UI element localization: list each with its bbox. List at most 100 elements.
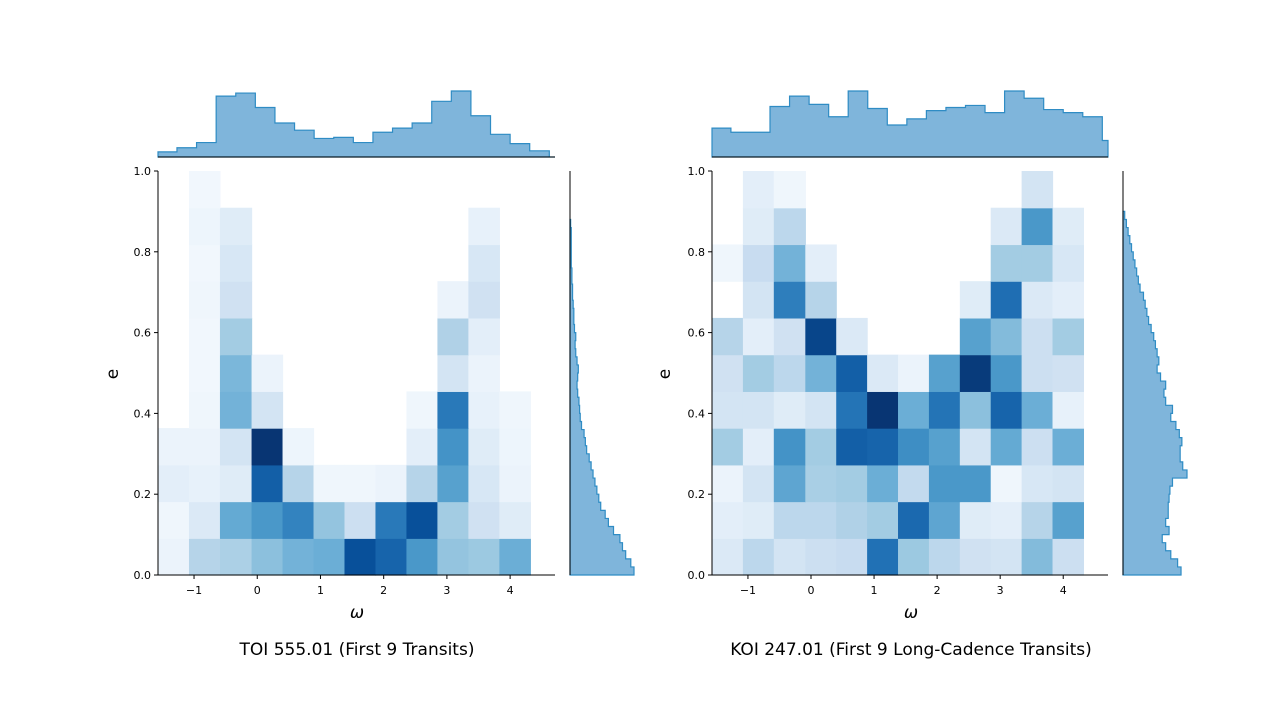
x-tick-label: 4	[507, 584, 514, 597]
omega-marginal-histogram	[157, 90, 555, 158]
heatmap-cell	[1052, 391, 1085, 429]
panel-caption: TOI 555.01 (First 9 Transits)	[239, 640, 475, 660]
heatmap-cell	[836, 464, 868, 503]
heatmap-cell	[219, 391, 253, 429]
heatmap-cell	[805, 501, 837, 539]
heatmap-cell	[990, 207, 1023, 246]
heatmap-cell	[1021, 244, 1054, 282]
heatmap-cell	[712, 538, 744, 576]
y-tick-label: 0.8	[688, 246, 706, 259]
heatmap-cell	[282, 428, 315, 466]
y-tick-label: 0.2	[688, 488, 706, 501]
x-tick-label: 1	[871, 584, 878, 597]
heatmap-cell	[773, 354, 806, 392]
x-tick-label: 3	[443, 584, 450, 597]
heatmap-cell	[898, 354, 930, 392]
heatmap-cell	[251, 464, 284, 503]
heatmap-cell	[742, 171, 775, 209]
heatmap-cell	[1052, 244, 1085, 282]
y-tick-label: 0.8	[134, 246, 152, 259]
heatmap-cell	[805, 317, 837, 356]
panel-1: −1 0 1 2 3 4 0.0 0.2 0.4 0.6 0.8 1.0 ω e TOI 555.01 (F…	[103, 90, 635, 660]
x-tick-label: −1	[740, 584, 756, 597]
heatmap-cell	[406, 391, 439, 429]
heatmap-cell	[836, 501, 868, 539]
heatmap-cell	[158, 501, 190, 539]
heatmap-cell	[959, 281, 992, 319]
heatmap-cell	[1021, 354, 1054, 392]
x-tick-label: 3	[997, 584, 1004, 597]
heatmap-cell	[990, 317, 1023, 356]
heatmap-cell	[773, 428, 806, 466]
y-tick-label: 1.0	[688, 165, 706, 178]
y-tick-label: 1.0	[134, 165, 152, 178]
panel-caption: KOI 247.01 (First 9 Long-Cadence Transit…	[730, 640, 1092, 660]
x-tick-label: 0	[808, 584, 815, 597]
heatmap-cell	[188, 391, 221, 429]
y-tick-label: 0.6	[134, 327, 152, 340]
heatmap-cell	[219, 538, 253, 576]
x-tick-label: 2	[934, 584, 941, 597]
y-tick-label: 0.4	[688, 407, 706, 420]
x-tick-label: 0	[254, 584, 261, 597]
heatmap-cell	[437, 428, 469, 466]
heatmap-cell	[375, 464, 408, 503]
heatmap-cell	[499, 464, 531, 503]
heatmap-cell	[836, 538, 868, 576]
heatmap-cell	[1021, 464, 1054, 503]
heatmap-cell	[188, 317, 221, 356]
heatmap-cell	[959, 391, 992, 429]
heatmap-cell	[805, 281, 837, 319]
heatmap-cell	[188, 354, 221, 392]
heatmap-cell	[867, 428, 899, 466]
heatmap-cell	[344, 501, 377, 539]
heatmap-cell	[1021, 207, 1054, 246]
heatmap-cell	[219, 207, 253, 246]
heatmap-cell	[805, 244, 837, 282]
heatmap-cell	[251, 354, 284, 392]
heatmap-cell	[158, 538, 190, 576]
heatmap-cell	[158, 464, 190, 503]
heatmap-cell	[1052, 281, 1085, 319]
heatmap-cell	[836, 391, 868, 429]
heatmap-cell	[773, 244, 806, 282]
heatmap-cell	[928, 354, 961, 392]
heatmap-cell	[219, 501, 253, 539]
heatmap-cell	[836, 354, 868, 392]
omega-marginal-histogram	[711, 90, 1109, 158]
heatmap-cell	[867, 501, 899, 539]
heatmap-cell	[805, 538, 837, 576]
x-tick-label: −1	[186, 584, 202, 597]
heatmap-cell	[712, 501, 744, 539]
heatmap-cell	[437, 538, 469, 576]
heatmap-cell	[712, 464, 744, 503]
heatmap-cell	[990, 464, 1023, 503]
heatmap-cell	[867, 354, 899, 392]
heatmap-cell	[959, 464, 992, 503]
heatmap-cell	[1052, 354, 1085, 392]
y-tick-label: 0.6	[688, 327, 706, 340]
heatmap-cell	[928, 538, 961, 576]
heatmap-cell	[344, 538, 377, 576]
heatmap-cell	[437, 354, 469, 392]
heatmap-cell	[928, 464, 961, 503]
heatmap-cell	[1021, 391, 1054, 429]
heatmap-cell	[437, 391, 469, 429]
x-axis-label: ω	[350, 603, 364, 623]
heatmap-cell	[188, 281, 221, 319]
heatmap-cell	[499, 391, 531, 429]
heatmap-cell	[712, 391, 744, 429]
x-tick-label: 2	[380, 584, 387, 597]
heatmap-cell	[1021, 538, 1054, 576]
heatmap-cells	[158, 171, 531, 576]
heatmap-cell	[959, 428, 992, 466]
heatmap-cell	[219, 428, 253, 466]
heatmap-cell	[1021, 428, 1054, 466]
heatmap-cell	[188, 538, 221, 576]
heatmap-cell	[468, 538, 500, 576]
heatmap-cell	[344, 464, 377, 503]
heatmap-cell	[773, 391, 806, 429]
e-marginal-histogram	[569, 218, 635, 576]
heatmap-cell	[406, 538, 439, 576]
